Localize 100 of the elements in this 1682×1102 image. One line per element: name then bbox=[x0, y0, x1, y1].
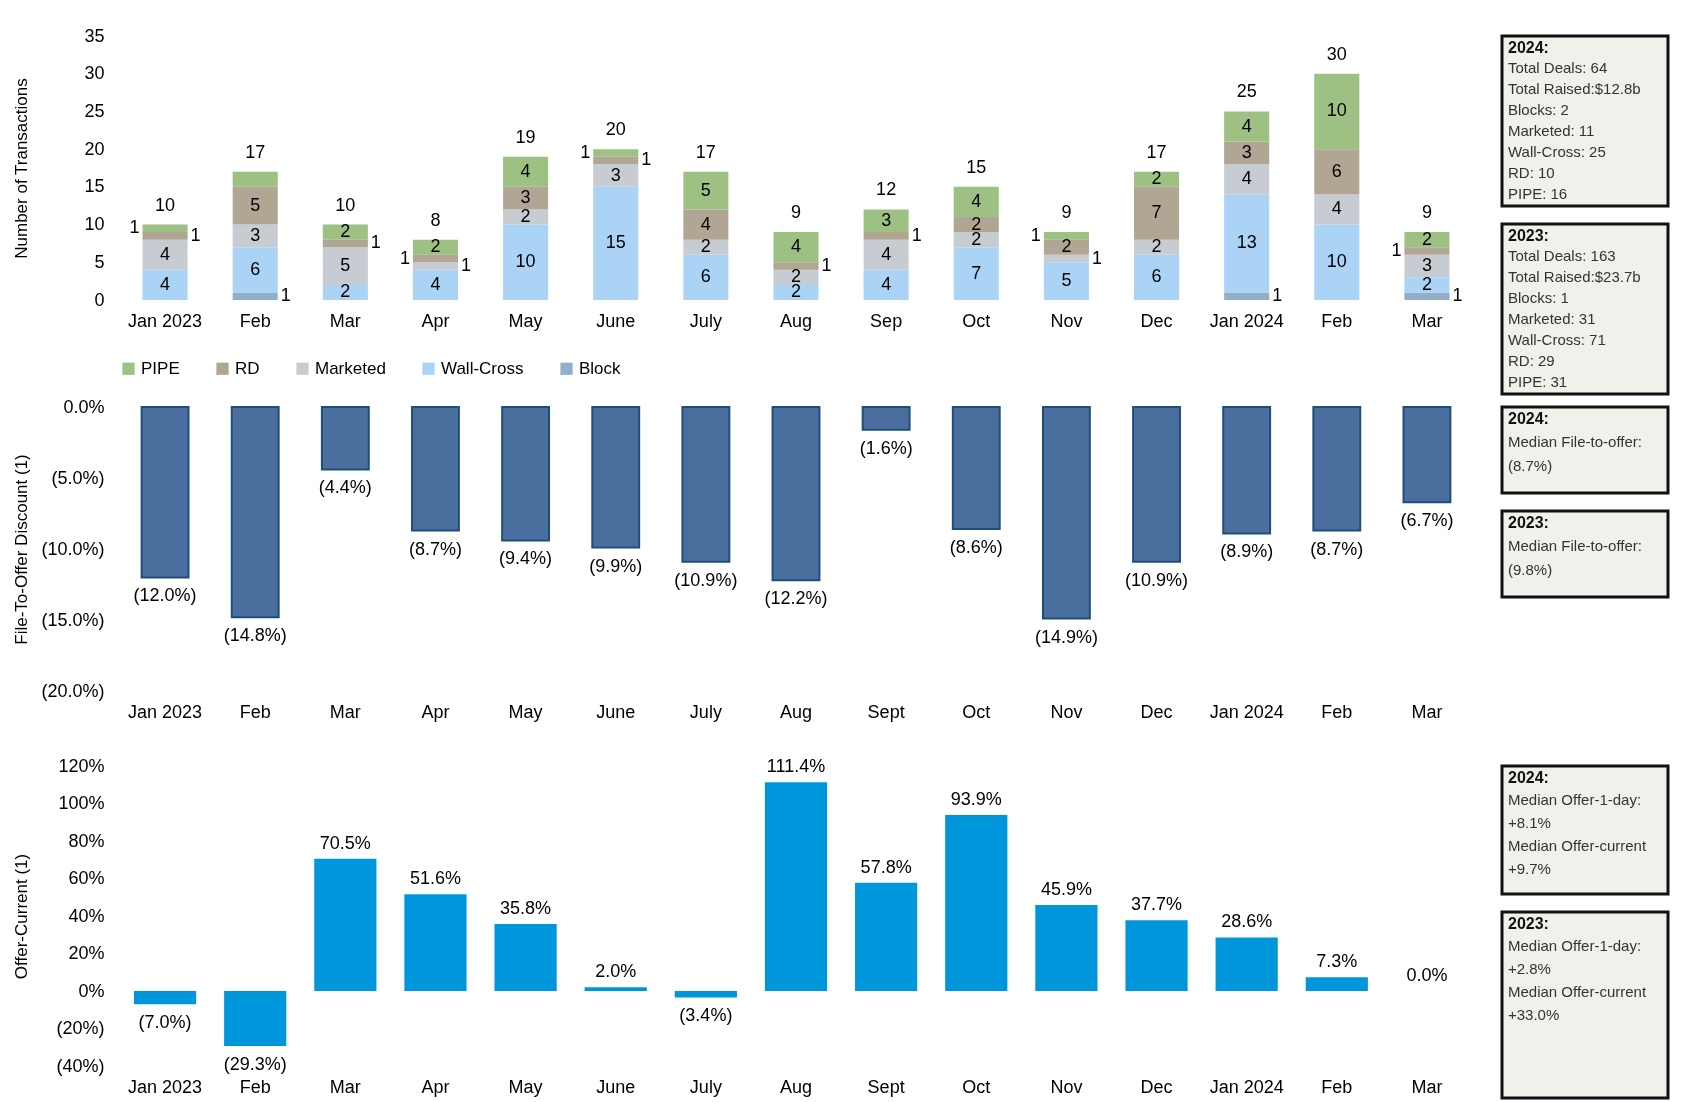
x-tick-label: Dec bbox=[1140, 310, 1173, 331]
y-tick-label: (20%) bbox=[56, 1018, 105, 1038]
bar bbox=[584, 987, 647, 991]
y-tick-label: (20.0%) bbox=[41, 680, 105, 701]
data-label: 1 bbox=[461, 255, 472, 276]
y-tick-label: 25 bbox=[84, 100, 105, 121]
data-label: 4 bbox=[971, 190, 982, 211]
bar bbox=[503, 224, 549, 300]
y-tick-label: 0.0% bbox=[63, 396, 105, 417]
text: Wall-Cross: 25 bbox=[1508, 143, 1606, 160]
data-label: 3 bbox=[1241, 141, 1252, 162]
x-tick-label: Apr bbox=[421, 701, 450, 722]
data-label: 51.6% bbox=[409, 868, 461, 889]
data-label: 4 bbox=[430, 273, 441, 294]
text: Blocks: 2 bbox=[1508, 101, 1569, 118]
bar bbox=[1314, 73, 1360, 150]
data-label: 3 bbox=[520, 187, 531, 208]
bar bbox=[593, 149, 639, 157]
x-tick-label: Jan 2024 bbox=[1209, 701, 1284, 722]
data-label: (8.7%) bbox=[1310, 538, 1364, 559]
total-label: 15 bbox=[966, 156, 987, 177]
data-label: 4 bbox=[520, 160, 531, 181]
text: (9.8%) bbox=[1508, 561, 1553, 578]
x-tick-label: Dec bbox=[1140, 701, 1173, 722]
data-label: 0.0% bbox=[1406, 965, 1448, 985]
bar bbox=[683, 209, 729, 240]
data-label: (12.2%) bbox=[764, 588, 828, 609]
bar bbox=[1224, 164, 1270, 195]
text: 2023: bbox=[1508, 514, 1549, 531]
text: +33.0% bbox=[1508, 1006, 1560, 1023]
text: Median Offer-1-day: bbox=[1508, 937, 1642, 954]
text: Marketed: 11 bbox=[1508, 122, 1595, 139]
data-label: 5 bbox=[340, 255, 351, 276]
text: RD: 10 bbox=[1508, 164, 1555, 181]
bar bbox=[1224, 141, 1270, 165]
text: RD: 29 bbox=[1508, 352, 1555, 369]
y-tick-label: 20% bbox=[68, 943, 105, 963]
x-tick-label: Mar bbox=[1411, 310, 1443, 331]
bar bbox=[1224, 194, 1270, 293]
data-label: 3 bbox=[250, 224, 261, 245]
data-label: 1 bbox=[580, 141, 591, 162]
data-label: 10 bbox=[515, 251, 536, 272]
data-label: 1 bbox=[821, 255, 832, 276]
data-label: 13 bbox=[1236, 232, 1257, 253]
data-label: 3 bbox=[610, 164, 621, 185]
bar bbox=[773, 269, 819, 285]
x-tick-label: June bbox=[596, 1076, 636, 1097]
bar bbox=[593, 156, 639, 165]
legend-label: Marketed bbox=[315, 358, 386, 378]
x-tick-label: Mar bbox=[1411, 1076, 1443, 1097]
bar bbox=[1224, 111, 1270, 142]
y-tick-label: (15.0%) bbox=[41, 609, 105, 630]
data-label: 2 bbox=[430, 236, 441, 257]
data-label: 2 bbox=[1151, 236, 1162, 257]
data-label: 70.5% bbox=[319, 832, 371, 853]
text: +2.8% bbox=[1508, 960, 1551, 977]
bar bbox=[404, 894, 467, 991]
text: 2023: bbox=[1508, 227, 1549, 244]
data-label: (9.9%) bbox=[589, 555, 643, 576]
data-label: (9.4%) bbox=[499, 548, 553, 569]
x-tick-label: Apr bbox=[421, 1076, 450, 1097]
text: 2024: bbox=[1508, 39, 1549, 56]
x-tick-label: Jan 2023 bbox=[128, 1076, 203, 1097]
bar bbox=[1215, 937, 1278, 991]
data-label: 5 bbox=[1061, 270, 1072, 291]
data-label: (4.4%) bbox=[318, 477, 372, 498]
x-tick-label: July bbox=[689, 701, 722, 722]
data-label: 4 bbox=[1241, 115, 1252, 136]
bar bbox=[322, 239, 368, 248]
text: PIPE: 16 bbox=[1508, 185, 1568, 202]
bar bbox=[593, 164, 639, 187]
y-tick-label: 30 bbox=[84, 63, 105, 84]
bar bbox=[683, 254, 729, 300]
y-tick-label: 5 bbox=[94, 251, 105, 272]
bar bbox=[764, 782, 828, 991]
x-tick-label: Aug bbox=[779, 1076, 813, 1097]
text: 2023: bbox=[1508, 915, 1549, 932]
text: +9.7% bbox=[1508, 860, 1551, 877]
data-label: 35.8% bbox=[500, 897, 552, 918]
y-tick-label: 0% bbox=[78, 980, 105, 1001]
data-label: (10.9%) bbox=[674, 569, 738, 590]
x-tick-label: Oct bbox=[962, 310, 991, 331]
data-label: (29.3%) bbox=[223, 1053, 287, 1074]
x-tick-label: Nov bbox=[1050, 310, 1083, 331]
x-tick-label: May bbox=[508, 701, 543, 722]
bar bbox=[232, 292, 278, 300]
data-label: 111.4% bbox=[766, 756, 826, 777]
data-label: 6 bbox=[1151, 266, 1162, 287]
x-tick-label: Feb bbox=[1321, 701, 1353, 722]
bar bbox=[863, 209, 909, 233]
x-tick-label: May bbox=[508, 310, 543, 331]
text: Total Deals: 64 bbox=[1508, 59, 1608, 76]
bar bbox=[1043, 239, 1089, 255]
bar bbox=[503, 186, 549, 210]
text: (8.7%) bbox=[1508, 457, 1553, 474]
data-label: 2 bbox=[520, 206, 531, 227]
bar bbox=[863, 269, 909, 300]
bar bbox=[412, 269, 458, 300]
data-label: 4 bbox=[160, 243, 171, 264]
y-tick-label: 20 bbox=[84, 138, 105, 159]
